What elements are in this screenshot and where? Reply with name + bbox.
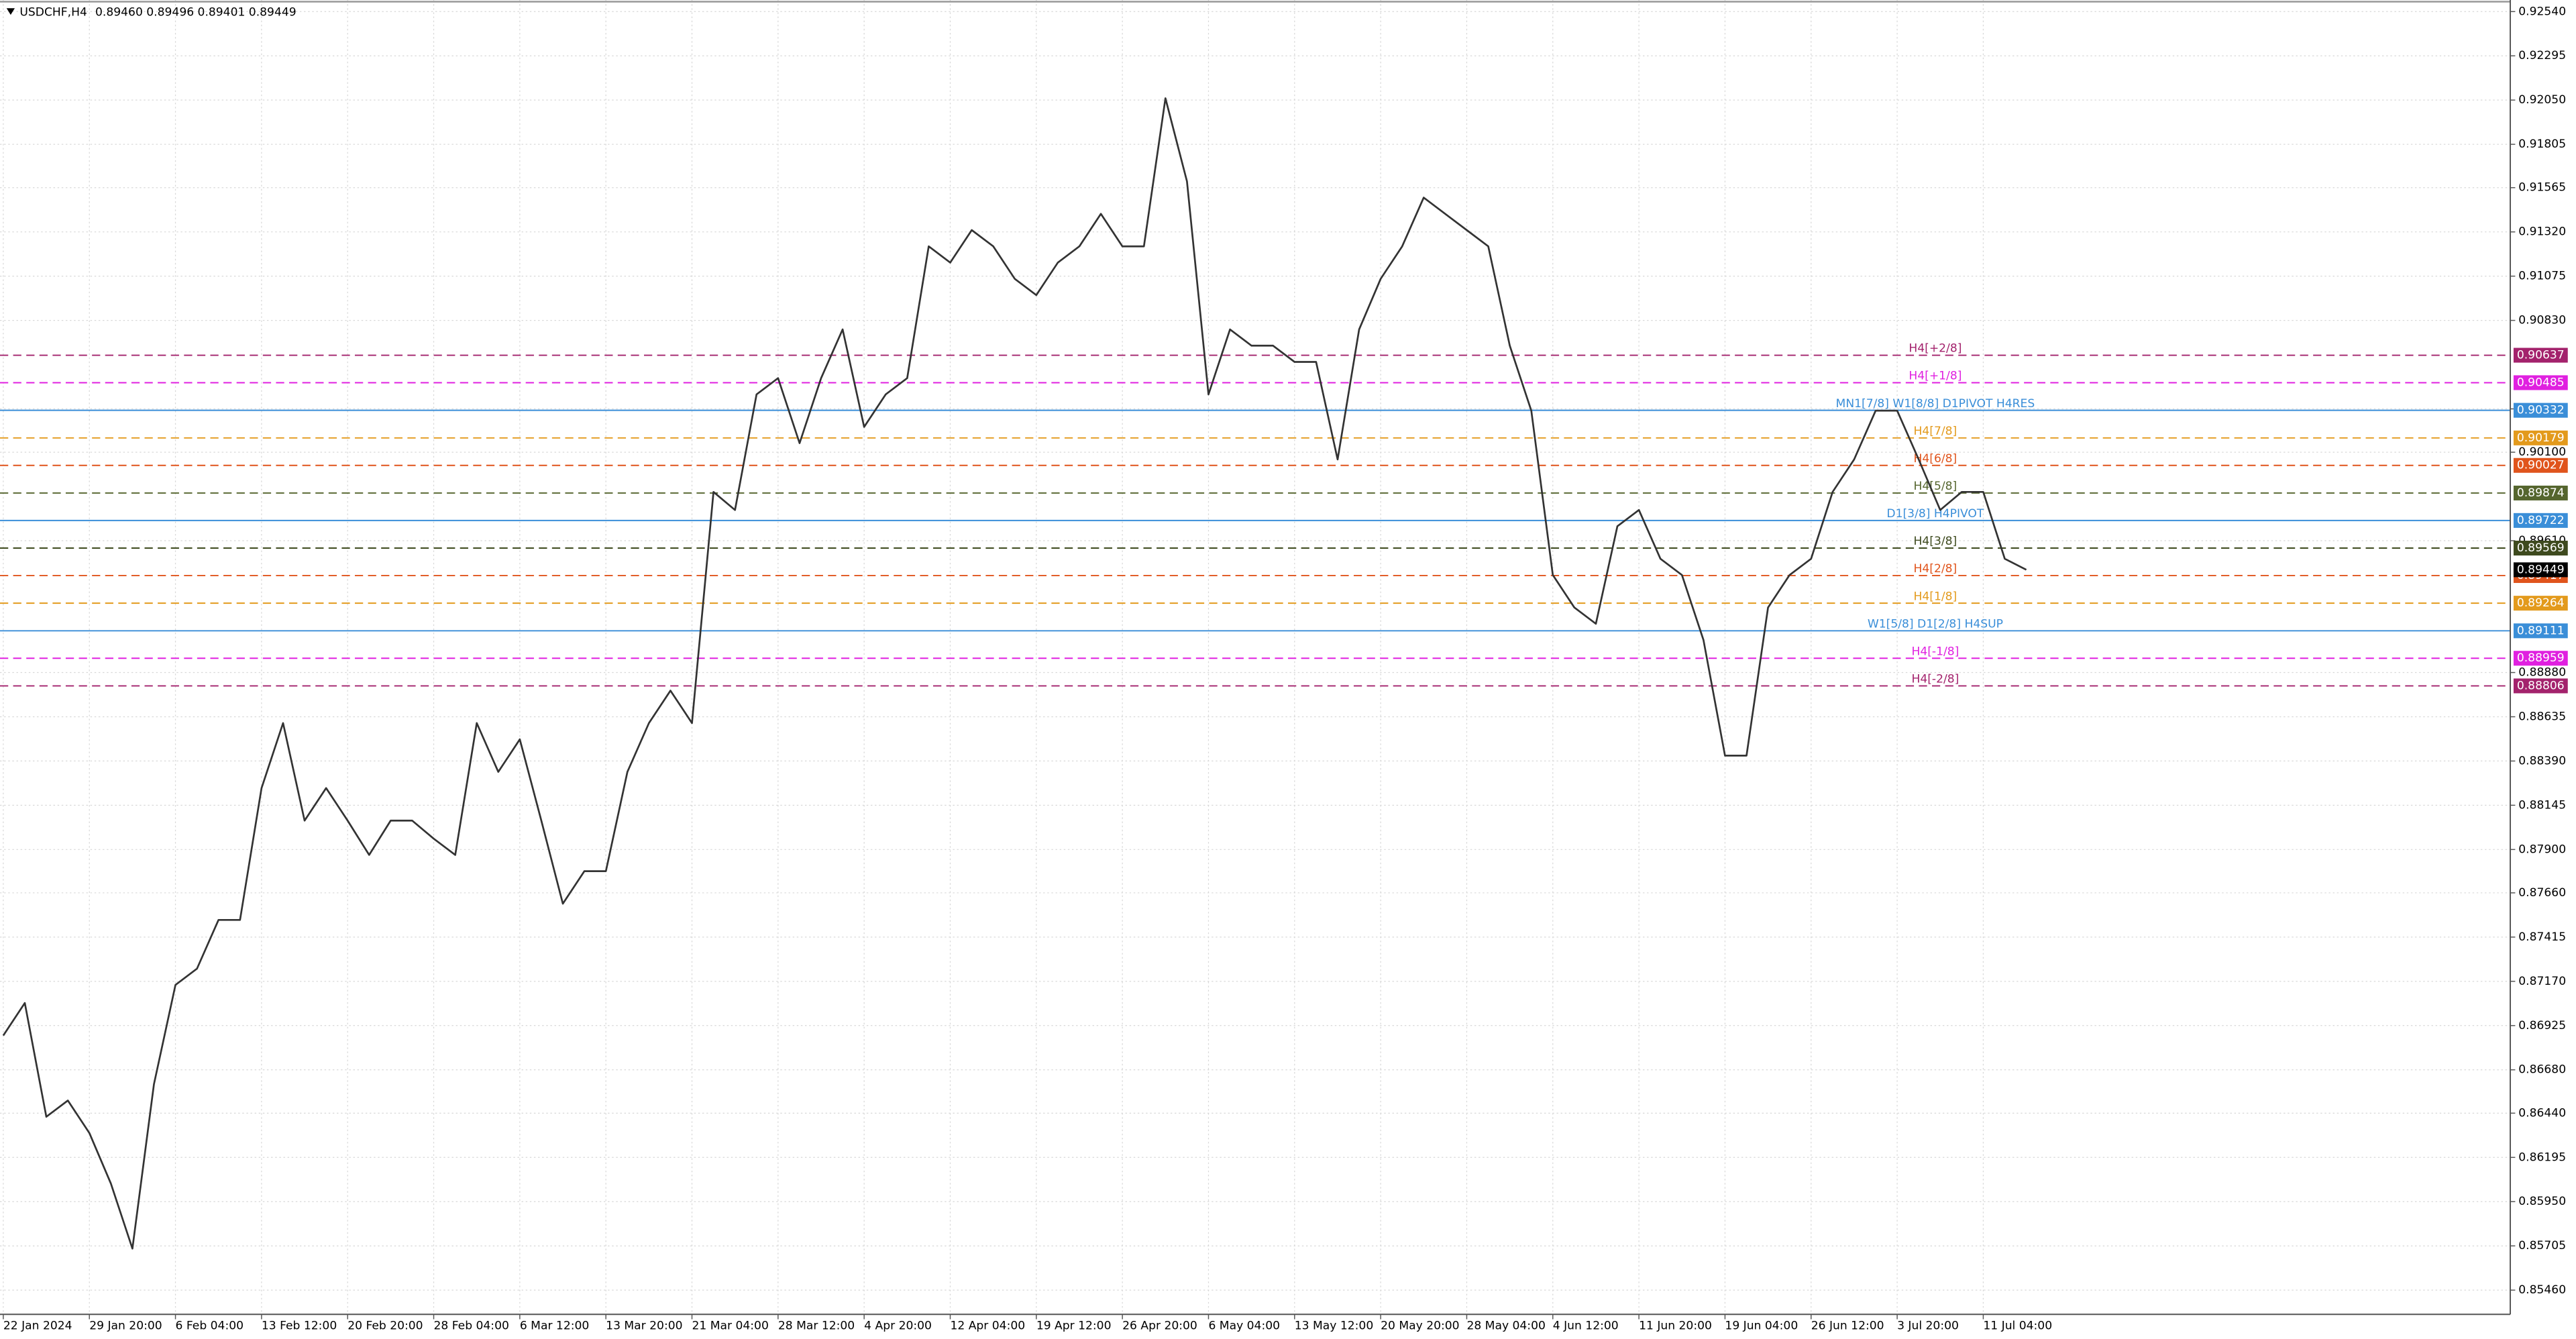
x-tick-label: 28 Feb 04:00: [434, 1319, 509, 1332]
x-tick-label: 20 Feb 20:00: [347, 1319, 423, 1332]
level-price-label: 0.89264: [2517, 596, 2565, 610]
level-price-box: [2513, 596, 2568, 611]
y-tick-label: 0.92295: [2518, 49, 2566, 62]
level-label: H4[3/8]: [1914, 535, 1957, 548]
y-tick-label: 0.85460: [2518, 1283, 2566, 1297]
x-tick-label: 4 Apr 20:00: [864, 1319, 932, 1332]
x-tick-label: 11 Jun 20:00: [1639, 1319, 1712, 1332]
y-tick-label: 0.85705: [2518, 1239, 2566, 1252]
y-tick-label: 0.90830: [2518, 314, 2566, 327]
x-tick-label: 29 Jan 20:00: [89, 1319, 162, 1332]
y-tick-label: 0.87660: [2518, 886, 2566, 900]
level-price-label: 0.90179: [2517, 431, 2565, 445]
y-tick-label: 0.85950: [2518, 1195, 2566, 1208]
x-tick-label: 28 May 04:00: [1466, 1319, 1545, 1332]
y-tick-label: 0.92540: [2518, 5, 2566, 18]
menu-arrow[interactable]: [6, 8, 15, 15]
level-price-label: 0.89111: [2517, 624, 2565, 637]
x-tick-label: 26 Apr 20:00: [1122, 1319, 1197, 1332]
y-tick-label: 0.87170: [2518, 975, 2566, 988]
level-price-label: 0.89569: [2517, 541, 2565, 555]
y-tick-label: 0.87900: [2518, 843, 2566, 856]
grid-layer: [0, 0, 2511, 1315]
x-tick-label: 11 Jul 04:00: [1983, 1319, 2052, 1332]
level-price-label: 0.89874: [2517, 486, 2565, 500]
level-price-box: [2513, 678, 2568, 694]
level-price-label: 0.90027: [2517, 459, 2565, 472]
x-tick-label: 12 Apr 04:00: [950, 1319, 1025, 1332]
y-tick-label: 0.88635: [2518, 710, 2566, 723]
y-tick-label: 0.91565: [2518, 181, 2566, 195]
level-price-label: 0.90485: [2517, 376, 2565, 389]
y-tick-label: 0.86925: [2518, 1019, 2566, 1032]
axis-layer: 0.92540 0.92295 0.92050 0.91805 0.91565 0.913…: [3, 5, 2568, 1332]
level-label: MN1[7/8] W1[8/8] D1PIVOT H4RES: [1836, 397, 2035, 411]
level-price-label: 0.88959: [2517, 651, 2565, 665]
level-layer: H4[+2/8] H4[+1/8] MN1[7/8] W1[8/8] D1PIVOT…: [0, 342, 2511, 687]
level-label: H4[-1/8]: [1911, 645, 1959, 658]
level-label: D1[3/8] H4PIVOT: [1886, 507, 1984, 521]
y-tick-label: 0.88145: [2518, 798, 2566, 812]
x-tick-label: 26 Jun 12:00: [1811, 1319, 1884, 1332]
level-label: W1[5/8] D1[2/8] H4SUP: [1868, 618, 2003, 631]
level-price-box: [2513, 458, 2568, 473]
level-price-box: [2513, 430, 2568, 445]
price-line: [2, 97, 2027, 1250]
y-tick-label: 0.87415: [2518, 930, 2566, 944]
y-tick-label: 0.90100: [2518, 445, 2566, 459]
x-tick-label: 22 Jan 2024: [3, 1319, 72, 1332]
x-tick-label: 4 Jun 12:00: [1553, 1319, 1619, 1332]
y-tick-label: 0.91320: [2518, 225, 2566, 239]
level-label: H4[7/8]: [1914, 425, 1957, 438]
x-tick-label: 13 Feb 12:00: [262, 1319, 337, 1332]
x-tick-label: 3 Jul 20:00: [1897, 1319, 1959, 1332]
x-tick-label: 20 May 20:00: [1381, 1319, 1459, 1332]
level-price-label: 0.89722: [2517, 514, 2565, 527]
x-tick-label: 6 Mar 12:00: [520, 1319, 589, 1332]
x-tick-label: 19 Jun 04:00: [1725, 1319, 1798, 1332]
y-tick-label: 0.86195: [2518, 1150, 2566, 1164]
last-price-box: [2513, 562, 2568, 578]
level-label: H4[5/8]: [1914, 480, 1957, 493]
level-price-box: [2513, 485, 2568, 500]
level-price-box: [2513, 623, 2568, 639]
level-price-label: 0.90637: [2517, 349, 2565, 362]
level-label: H4[1/8]: [1914, 590, 1957, 603]
y-tick-label: 0.88880: [2518, 666, 2566, 680]
level-label: H4[-2/8]: [1911, 673, 1959, 686]
symbol-title: USDCHF,H4: [19, 5, 87, 19]
level-price-box: [2513, 651, 2568, 666]
level-label: H4[6/8]: [1914, 452, 1957, 466]
y-tick-label: 0.86680: [2518, 1063, 2566, 1077]
y-tick-label: 0.91805: [2518, 138, 2566, 151]
level-price-box: [2513, 513, 2568, 528]
ohlc-text: 0.89460 0.89496 0.89401 0.89449: [95, 5, 297, 19]
x-tick-label: 19 Apr 12:00: [1036, 1319, 1112, 1332]
x-tick-label: 13 May 12:00: [1295, 1319, 1373, 1332]
level-price-label: 0.90332: [2517, 404, 2565, 417]
last-price-label: 0.89449: [2517, 563, 2565, 576]
level-price-box: [2513, 347, 2568, 363]
level-label: H4[+2/8]: [1909, 342, 1962, 356]
x-tick-label: 6 Feb 04:00: [176, 1319, 244, 1332]
series-layer: [2, 97, 2027, 1250]
y-tick-label: 0.91075: [2518, 270, 2566, 283]
y-tick-label: 0.88390: [2518, 754, 2566, 767]
level-price-box: [2513, 541, 2568, 556]
x-tick-label: 28 Mar 12:00: [778, 1319, 855, 1332]
y-tick-label: 0.86440: [2518, 1106, 2566, 1120]
level-price-box: [2513, 403, 2568, 418]
x-tick-label: 6 May 04:00: [1208, 1319, 1280, 1332]
y-tick-label: 0.92050: [2518, 93, 2566, 107]
level-label: H4[+1/8]: [1909, 370, 1962, 383]
level-label: H4[2/8]: [1914, 562, 1957, 576]
level-price-box: [2513, 375, 2568, 390]
x-tick-label: 13 Mar 20:00: [606, 1319, 682, 1332]
level-price-label: 0.88806: [2517, 679, 2565, 692]
x-tick-label: 21 Mar 04:00: [692, 1319, 769, 1332]
